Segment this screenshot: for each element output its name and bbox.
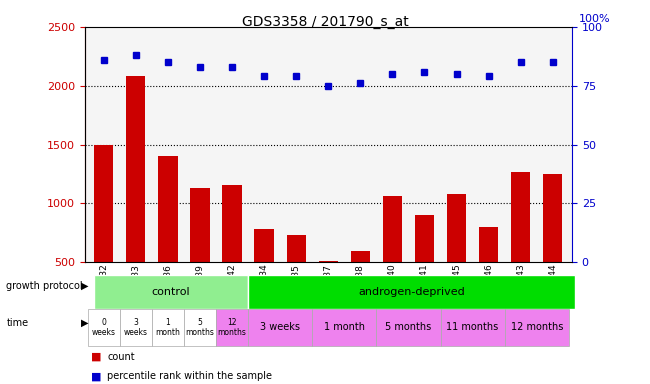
Text: ▶: ▶ <box>81 318 89 328</box>
Bar <box>94 145 113 262</box>
Bar <box>126 76 146 262</box>
Text: 3
weeks: 3 weeks <box>124 318 148 337</box>
Bar <box>222 185 242 262</box>
Text: control: control <box>152 287 190 297</box>
Text: GDS3358 / 201790_s_at: GDS3358 / 201790_s_at <box>242 15 408 29</box>
Bar <box>351 250 370 262</box>
Text: percentile rank within the sample: percentile rank within the sample <box>107 371 272 381</box>
Text: ■: ■ <box>91 371 101 381</box>
Text: 1
month: 1 month <box>155 318 180 337</box>
Text: 1 month: 1 month <box>324 322 365 333</box>
Bar <box>511 172 530 262</box>
Bar <box>543 174 562 262</box>
Bar <box>255 229 274 262</box>
Text: androgen-deprived: androgen-deprived <box>358 287 465 297</box>
Text: 5
months: 5 months <box>185 318 214 337</box>
Bar <box>287 235 305 262</box>
Text: 100%: 100% <box>579 14 610 24</box>
Text: growth protocol: growth protocol <box>6 281 83 291</box>
Text: 3 weeks: 3 weeks <box>260 322 300 333</box>
Bar <box>190 188 209 262</box>
Text: 0
weeks: 0 weeks <box>92 318 116 337</box>
Text: time: time <box>6 318 29 328</box>
Bar <box>415 215 434 262</box>
Text: 12 months: 12 months <box>510 322 563 333</box>
Text: 11 months: 11 months <box>447 322 499 333</box>
Text: ■: ■ <box>91 352 101 362</box>
Bar <box>318 261 338 262</box>
Bar <box>158 156 177 262</box>
Text: count: count <box>107 352 135 362</box>
Text: ▶: ▶ <box>81 281 89 291</box>
Text: 12
months: 12 months <box>218 318 246 337</box>
Bar <box>447 194 466 262</box>
Text: 5 months: 5 months <box>385 322 432 333</box>
Bar <box>383 196 402 262</box>
Bar <box>479 227 499 262</box>
